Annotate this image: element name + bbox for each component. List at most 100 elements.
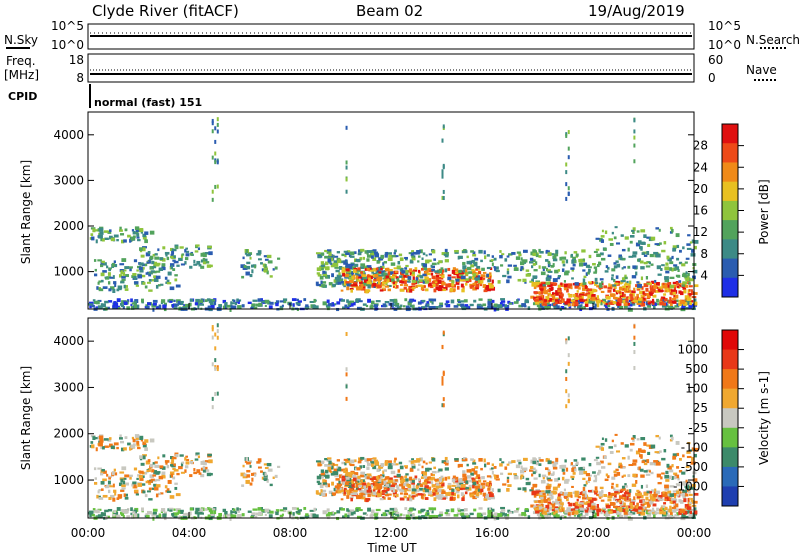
echo-cell bbox=[631, 301, 636, 304]
echo-cell bbox=[331, 302, 334, 306]
echo-cell bbox=[453, 514, 459, 517]
echo-cell bbox=[127, 266, 133, 269]
echo-cell bbox=[88, 512, 93, 515]
echo-cell bbox=[643, 292, 647, 297]
echo-cell bbox=[404, 465, 408, 468]
echo-cell bbox=[657, 273, 662, 276]
echo-cell bbox=[355, 275, 359, 280]
echo-cell bbox=[426, 272, 431, 276]
echo-cell bbox=[486, 475, 492, 478]
echo-cell bbox=[692, 292, 698, 295]
echo-cell bbox=[457, 300, 462, 304]
echo-cell bbox=[200, 259, 204, 263]
echo-cell bbox=[681, 494, 686, 497]
echo-cell bbox=[209, 301, 214, 306]
echo-cell bbox=[351, 484, 355, 488]
streak-cell bbox=[567, 186, 570, 191]
echo-cell bbox=[205, 261, 210, 264]
echo-cell bbox=[139, 455, 144, 459]
echo-cell bbox=[636, 281, 640, 284]
echo-cell bbox=[547, 270, 553, 273]
echo-cell bbox=[428, 477, 434, 481]
echo-cell bbox=[328, 252, 332, 257]
echo-cell bbox=[558, 299, 562, 303]
echo-cell bbox=[130, 514, 135, 519]
echo-cell bbox=[100, 446, 104, 450]
echo-cell bbox=[513, 301, 519, 304]
echo-cell bbox=[547, 292, 551, 296]
echo-cell bbox=[366, 250, 372, 254]
echo-cell bbox=[533, 507, 539, 511]
echo-cell bbox=[456, 484, 462, 488]
echo-cell bbox=[478, 298, 483, 301]
echo-cell bbox=[532, 302, 537, 306]
echo-cell bbox=[462, 470, 466, 474]
echo-cell bbox=[89, 305, 92, 309]
echo-cell bbox=[430, 493, 434, 497]
echo-cell bbox=[340, 468, 345, 472]
echo-cell bbox=[210, 513, 215, 517]
colorbar-tick-label: 100 bbox=[685, 382, 708, 396]
echo-cell bbox=[599, 252, 604, 256]
echo-cell bbox=[113, 281, 117, 285]
echo-cell bbox=[202, 257, 206, 262]
echo-cell bbox=[154, 253, 158, 256]
echo-cell bbox=[183, 513, 186, 516]
echo-cell bbox=[102, 270, 107, 273]
echo-cell bbox=[541, 266, 547, 269]
xtick-label: 16:00 bbox=[475, 526, 510, 540]
echo-cell bbox=[153, 471, 158, 475]
echo-cell bbox=[105, 515, 110, 519]
echo-cell bbox=[640, 247, 643, 251]
echo-cell bbox=[609, 286, 613, 290]
echo-cell bbox=[522, 259, 528, 263]
echo-cell bbox=[571, 277, 574, 280]
echo-cell bbox=[401, 280, 405, 284]
freq-right-tick-top: 60 bbox=[708, 53, 723, 67]
echo-cell bbox=[467, 475, 472, 479]
echo-cell bbox=[139, 247, 144, 251]
echo-cell bbox=[627, 302, 631, 306]
echo-cell bbox=[325, 469, 329, 474]
echo-cell bbox=[169, 495, 175, 499]
echo-cell bbox=[547, 514, 551, 518]
echo-cell bbox=[231, 511, 235, 514]
echo-cell bbox=[320, 469, 325, 473]
echo-cell bbox=[355, 494, 361, 498]
echo-cell bbox=[529, 280, 534, 283]
echo-cell bbox=[689, 301, 693, 306]
echo-cell bbox=[643, 501, 647, 506]
echo-cell bbox=[689, 293, 692, 296]
echo-cell bbox=[500, 300, 506, 303]
echo-cell bbox=[372, 280, 376, 283]
echo-cell bbox=[342, 515, 346, 519]
echo-cell bbox=[466, 260, 472, 265]
echo-cell bbox=[640, 266, 645, 270]
echo-cell bbox=[112, 514, 116, 517]
echo-cell bbox=[462, 261, 466, 266]
echo-cell bbox=[624, 483, 627, 487]
echo-cell bbox=[423, 475, 428, 479]
echo-cell bbox=[688, 282, 691, 285]
echo-cell bbox=[336, 510, 341, 514]
echo-cell bbox=[687, 497, 690, 502]
echo-cell bbox=[376, 486, 380, 490]
echo-cell bbox=[612, 284, 617, 287]
echo-cell bbox=[460, 484, 466, 488]
echo-cell bbox=[675, 305, 680, 308]
echo-cell bbox=[487, 487, 491, 491]
echo-cell bbox=[391, 486, 395, 491]
echo-cell bbox=[643, 492, 649, 496]
echo-cell bbox=[170, 247, 174, 252]
echo-cell bbox=[520, 266, 524, 270]
echo-cell bbox=[622, 285, 627, 289]
echo-cell bbox=[333, 303, 337, 306]
echo-cell bbox=[467, 266, 472, 271]
echo-cell bbox=[693, 298, 697, 302]
echo-cell bbox=[506, 268, 510, 271]
echo-cell bbox=[268, 305, 273, 309]
echo-cell bbox=[164, 276, 168, 280]
echo-cell bbox=[264, 472, 267, 477]
echo-cell bbox=[120, 304, 125, 308]
echo-cell bbox=[185, 461, 190, 465]
